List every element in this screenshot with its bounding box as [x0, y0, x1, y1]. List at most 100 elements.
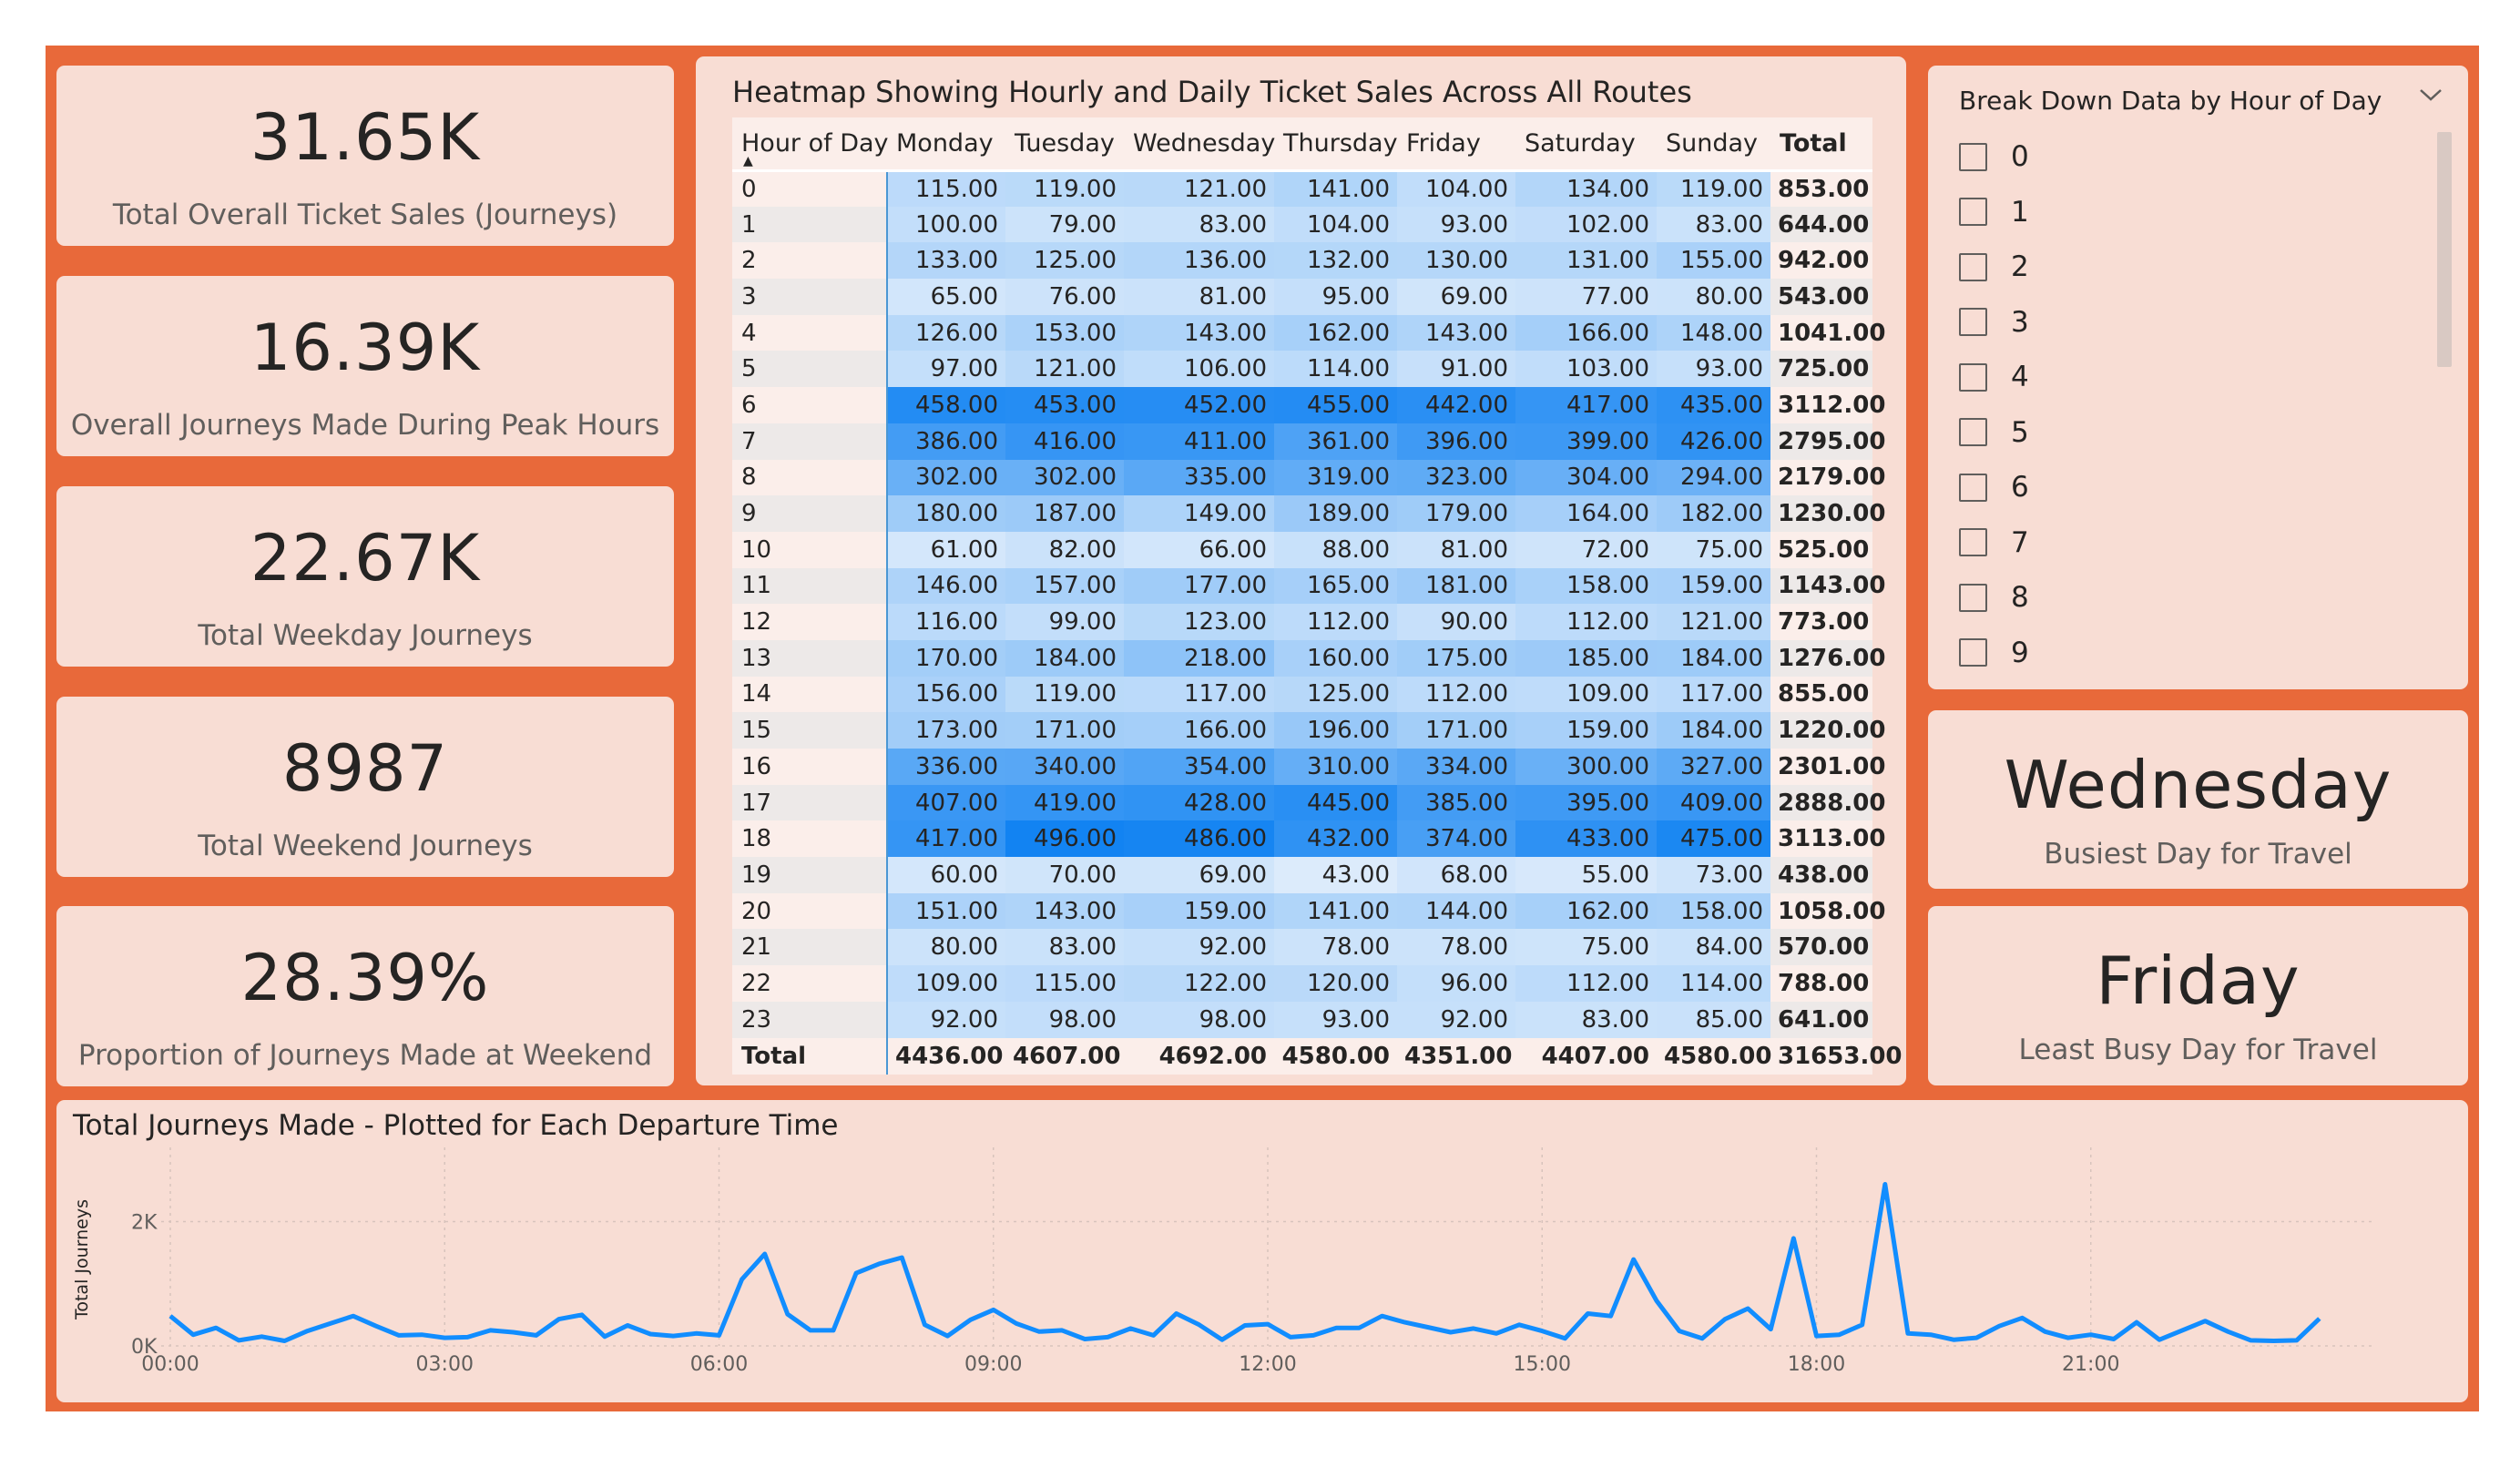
- heatmap-row: 5 97.00 121.00 106.00 114.00 91.00 103.00 93.00…: [732, 351, 1872, 388]
- heatmap-cell: 175.00: [1397, 639, 1515, 677]
- hour-slicer-panel[interactable]: Break Down Data by Hour of Day 0 1 2 3 4 5 6 7 8…: [1928, 66, 2468, 689]
- heatmap-cell: 395.00: [1515, 784, 1657, 821]
- column-header-tuesday[interactable]: Tuesday: [1015, 128, 1115, 158]
- slicer-item-3[interactable]: 3: [1959, 295, 2029, 351]
- row-total-cell: 788.00: [1770, 965, 1872, 1002]
- chevron-down-icon[interactable]: [2419, 87, 2443, 102]
- column-header-sunday[interactable]: Sunday: [1666, 128, 1759, 158]
- heatmap-cell: 399.00: [1515, 423, 1657, 460]
- kpi-card-peak-hours[interactable]: 16.39K Overall Journeys Made During Peak…: [56, 276, 674, 456]
- checkbox[interactable]: [1959, 638, 1987, 667]
- kpi-card-weekend-proportion[interactable]: 28.39% Proportion of Journeys Made at We…: [56, 906, 674, 1086]
- total-cell: 4580.00: [1657, 1037, 1771, 1075]
- slicer-item-6[interactable]: 6: [1959, 460, 2029, 515]
- kpi-label: Overall Journeys Made During Peak Hours: [70, 409, 660, 442]
- heatmap-cell: 385.00: [1397, 784, 1515, 821]
- column-header-total[interactable]: Total: [1780, 128, 1847, 158]
- heatmap-row: 4 126.00 153.00 143.00 162.00 143.00 166.00 148…: [732, 314, 1885, 352]
- heatmap-panel[interactable]: Heatmap Showing Hourly and Daily Ticket …: [696, 56, 1906, 1085]
- kpi-value: 31.65K: [250, 100, 481, 175]
- line-chart[interactable]: 0K 2K 00:00 03:00 06:00 09:00 12:00 15:00 18:00 2…: [56, 1100, 2468, 1402]
- column-header-hour[interactable]: Hour of Day ▲: [732, 117, 889, 170]
- heatmap-cell: 93.00: [1397, 206, 1515, 243]
- heatmap-cell: 158.00: [1657, 892, 1770, 930]
- total-row-label: Total: [732, 1037, 888, 1075]
- heatmap-table[interactable]: Hour of Day ▲ Monday Tuesday Wednesday Th…: [732, 117, 1903, 1075]
- slicer-scrollbar[interactable]: [2437, 132, 2452, 367]
- heatmap-row: 7 386.00 416.00 411.00 361.00 396.00 399.00 426…: [732, 423, 1885, 460]
- heatmap-cell: 335.00: [1124, 459, 1274, 496]
- heatmap-cell: 61.00: [887, 531, 1005, 568]
- heatmap-row: 2 133.00 125.00 136.00 132.00 130.00 131.00 155…: [732, 242, 1872, 280]
- heatmap-cell: 114.00: [1657, 965, 1770, 1002]
- row-total-cell: 855.00: [1770, 676, 1872, 713]
- checkbox[interactable]: [1959, 583, 1987, 612]
- heatmap-cell: 361.00: [1274, 423, 1397, 460]
- heatmap-cell: 115.00: [1005, 965, 1124, 1002]
- heatmap-cell: 166.00: [1124, 712, 1274, 749]
- checkbox[interactable]: [1959, 198, 1987, 227]
- heatmap-cell: 159.00: [1124, 892, 1274, 930]
- row-total-cell: 3113.00: [1770, 820, 1885, 858]
- column-header-saturday[interactable]: Saturday: [1525, 128, 1636, 158]
- column-header-monday[interactable]: Monday: [896, 128, 994, 158]
- heatmap-cell: 75.00: [1515, 929, 1657, 966]
- kpi-card-total-sales[interactable]: 31.65K Total Overall Ticket Sales (Journ…: [56, 66, 674, 246]
- slicer-item-2[interactable]: 2: [1959, 239, 2029, 295]
- dashboard-frame: 31.65K Total Overall Ticket Sales (Journ…: [46, 46, 2479, 1411]
- row-total-cell: 1220.00: [1770, 712, 1885, 749]
- heatmap-cell: 334.00: [1397, 749, 1515, 785]
- hour-cell: 2: [732, 242, 888, 280]
- heatmap-cell: 171.00: [1005, 712, 1124, 749]
- heatmap-cell: 83.00: [1124, 206, 1274, 243]
- slicer-item-7[interactable]: 7: [1959, 515, 2029, 571]
- total-cell: 4436.00: [887, 1037, 1005, 1075]
- heatmap-cell: 136.00: [1124, 242, 1274, 280]
- series-line: [168, 1182, 2321, 1343]
- heatmap-cell: 115.00: [887, 170, 1005, 207]
- kpi-label: Total Weekend Journeys: [198, 830, 533, 862]
- heatmap-cell: 80.00: [887, 929, 1005, 966]
- column-header-wednesday[interactable]: Wednesday: [1133, 128, 1276, 158]
- least-busy-day-card[interactable]: Friday Least Busy Day for Travel: [1928, 906, 2468, 1085]
- heatmap-cell: 98.00: [1005, 1001, 1124, 1038]
- slicer-item-label: 3: [2011, 305, 2029, 339]
- heatmap-cell: 119.00: [1657, 170, 1770, 207]
- slicer-item-8[interactable]: 8: [1959, 570, 2029, 626]
- heatmap-cell: 83.00: [1657, 206, 1770, 243]
- checkbox[interactable]: [1959, 528, 1987, 557]
- chart-gridlines: [161, 1147, 2374, 1347]
- chart-axes: 0K 2K 00:00 03:00 06:00 09:00 12:00 15:00 18:00 2…: [72, 1199, 2119, 1376]
- column-header-friday[interactable]: Friday: [1406, 128, 1481, 158]
- slicer-item-1[interactable]: 1: [1959, 185, 2029, 240]
- heatmap-cell: 78.00: [1397, 929, 1515, 966]
- heatmap-row: 14 156.00 119.00 117.00 125.00 112.00 109.00 11…: [732, 676, 1872, 713]
- checkbox[interactable]: [1959, 142, 1987, 171]
- checkbox[interactable]: [1959, 418, 1987, 447]
- slicer-item-4[interactable]: 4: [1959, 350, 2029, 405]
- row-total-cell: 1230.00: [1770, 495, 1885, 532]
- slicer-item-5[interactable]: 5: [1959, 405, 2029, 461]
- checkbox[interactable]: [1959, 252, 1987, 281]
- x-tick-label: 15:00: [1514, 1353, 1571, 1376]
- slicer-item-0[interactable]: 0: [1959, 129, 2029, 185]
- heatmap-cell: 166.00: [1515, 314, 1657, 352]
- slicer-item-9[interactable]: 9: [1959, 626, 2029, 681]
- slicer-item-label: 8: [2011, 581, 2029, 615]
- busiest-day-card[interactable]: Wednesday Busiest Day for Travel: [1928, 710, 2468, 889]
- checkbox[interactable]: [1959, 473, 1987, 502]
- x-tick-label: 09:00: [964, 1353, 1022, 1376]
- heatmap-cell: 70.00: [1005, 857, 1124, 893]
- heatmap-cell: 88.00: [1274, 531, 1397, 568]
- heatmap-cell: 435.00: [1657, 387, 1770, 423]
- heatmap-cell: 156.00: [887, 676, 1005, 713]
- checkbox[interactable]: [1959, 308, 1987, 337]
- kpi-card-weekday[interactable]: 22.67K Total Weekday Journeys: [56, 486, 674, 667]
- heatmap-cell: 102.00: [1515, 206, 1657, 243]
- heatmap-cell: 121.00: [1657, 604, 1770, 640]
- checkbox[interactable]: [1959, 362, 1987, 392]
- line-chart-panel[interactable]: Total Journeys Made - Plotted for Each D…: [56, 1100, 2468, 1402]
- hour-cell: 6: [732, 387, 888, 423]
- column-header-thursday[interactable]: Thursday: [1283, 128, 1398, 158]
- kpi-card-weekend[interactable]: 8987 Total Weekend Journeys: [56, 697, 674, 877]
